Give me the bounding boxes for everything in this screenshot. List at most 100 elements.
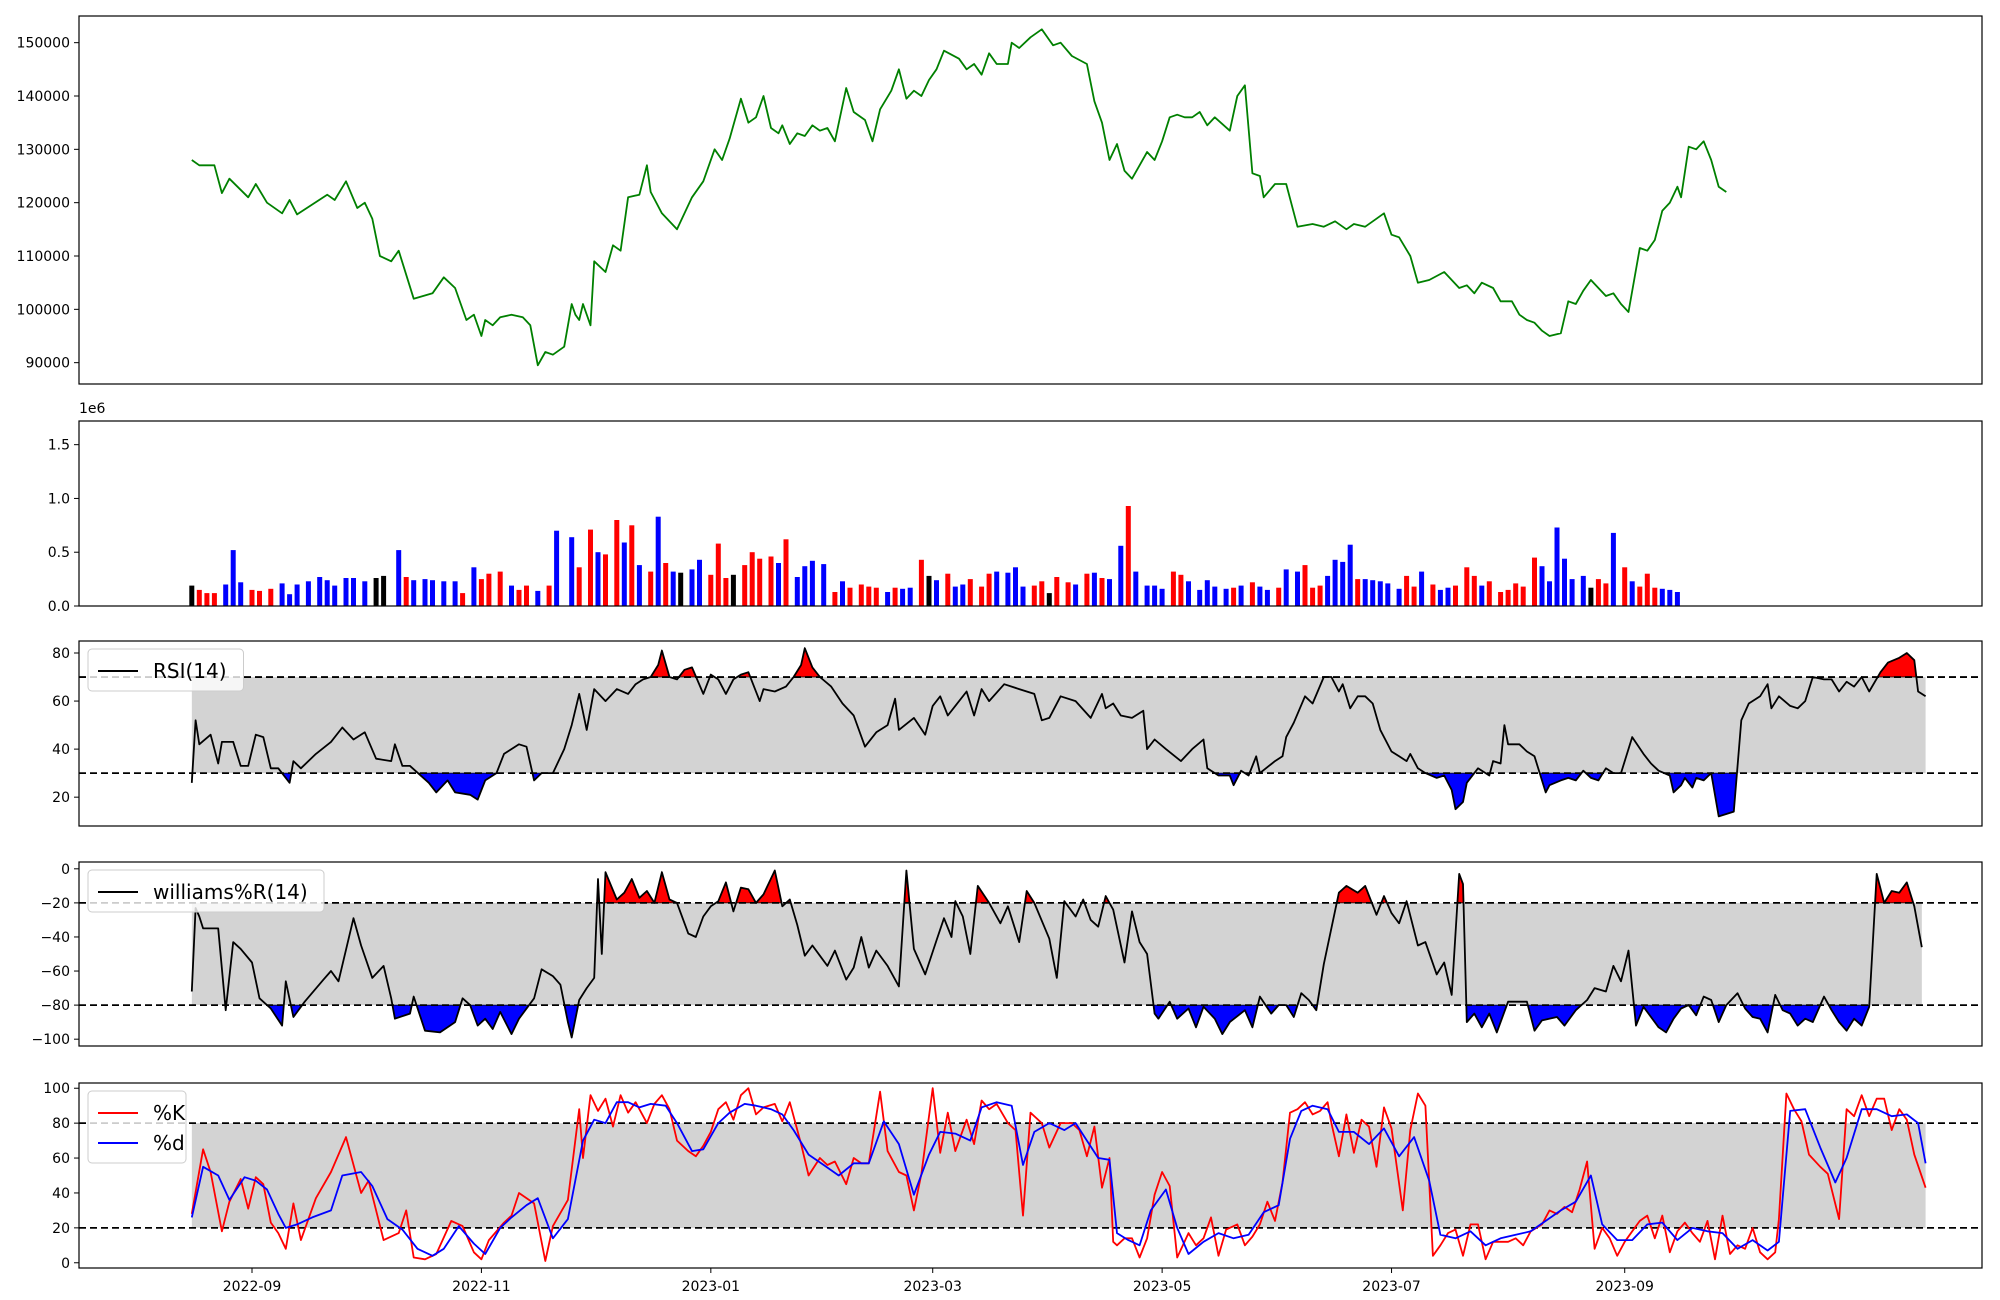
volume-bar [648,571,654,606]
williams-r-panel: 0 −20 −40 −60 −80 −100 williams%R(14) [32,861,1983,1048]
volume-bar [1013,567,1018,606]
volume-bar [1554,527,1560,606]
y-tick-label: 40 [52,1186,70,1202]
volume-bar [621,542,627,606]
volume-bar [629,525,635,606]
volume-bar [1340,561,1346,606]
volume-bar [1125,506,1131,606]
y-tick-label: 0.0 [48,599,70,615]
volume-bar [900,588,906,606]
volume-bar [1204,580,1210,606]
y-tick-label: −100 [32,1032,70,1048]
volume-bar [678,572,684,606]
volume-bar [1197,589,1203,606]
volume-bar [1295,571,1300,606]
x-tick-label: 2023-03 [903,1279,962,1295]
volume-bar [1170,571,1176,606]
volume-bar [1159,588,1165,606]
volume-bar [351,578,356,606]
y-tick-label: 60 [52,694,70,710]
volume-bar [821,564,827,606]
volume-bar [1532,557,1537,606]
volume-bar [1385,583,1391,606]
volume-bar [1020,586,1026,606]
legend-label: RSI(14) [153,659,227,683]
y-tick-label: 90000 [25,356,70,372]
volume-bar [1404,575,1410,606]
volume-bar [422,579,428,606]
volume-bar [1377,581,1383,606]
volume-bar [1144,585,1150,606]
volume-bar [840,581,845,606]
volume-bar [381,575,387,606]
volume-bar [343,578,349,606]
volume-bar [189,585,195,606]
volume-bar [1031,585,1037,606]
volume-bar [1223,588,1229,606]
volume-bar [708,574,714,606]
volume-bar [279,583,285,606]
volume-bar [1073,584,1079,606]
volume-bar [1464,567,1470,606]
volume-bar [776,563,781,606]
volume-bar [1644,573,1650,606]
volume-bar [1355,579,1361,606]
stochastic-panel: 0 20 40 60 80 100 2022-09 2022-11 2023-01 2023-03… [43,1081,1983,1295]
volume-bar [663,563,669,606]
y-tick-label: 140000 [17,89,70,105]
volume-bar [757,558,763,606]
volume-bar [1107,579,1112,606]
y-tick-label: −80 [40,998,70,1014]
volume-bar [1264,589,1270,606]
volume-bar [595,552,601,606]
y-tick-label: 40 [52,742,70,758]
volume-bar [576,567,582,606]
volume-bar [1310,587,1316,606]
volume-bar [1674,592,1680,606]
volume-bar [294,584,300,606]
volume-bar [768,556,774,606]
volume-bar [1479,585,1485,606]
volume-bar [1419,571,1425,606]
volume-bar [1652,587,1658,606]
threshold-band [191,677,1926,774]
axes-frame [78,1082,1983,1269]
volume-bar [305,581,311,606]
y-tick-label: 20 [52,1221,70,1237]
volume-bar [809,560,815,606]
y-tick-label: 150000 [17,36,70,52]
volume-bar [655,516,661,606]
volume-bar [1595,579,1601,606]
volume-bar [802,566,808,606]
volume-bar [945,573,951,606]
y-tick-label: 130000 [17,142,70,158]
y-tick-label: −20 [40,896,70,912]
volume-bar [1562,558,1567,606]
volume-bar [1065,582,1071,606]
volume-bar [1505,589,1511,606]
volume-bar [497,571,503,606]
volume-bar [373,578,379,606]
volume-bar [1231,587,1237,606]
y-tick-label: 0 [61,862,70,878]
volume-bar [196,589,202,606]
volume-bar [1520,586,1526,606]
volume-bar [471,567,477,606]
volume-panel: 0.0 0.5 1.0 1.5 1e6 [48,401,1983,615]
volume-bar [715,543,721,606]
volume-bar [1178,574,1184,606]
volume-bar [1362,579,1368,606]
price-panel: 90000 100000 110000 120000 130000 140000 15000… [17,15,1983,385]
volume-bar [1453,585,1458,606]
volume-bar [486,573,492,606]
volume-bar [1317,585,1323,606]
volume-bar [730,574,736,606]
volume-bar [1603,583,1609,606]
volume-bar [723,578,729,606]
volume-bar [1629,581,1635,606]
series-line [191,28,1727,367]
volume-bar [986,573,992,606]
y-tick-label: 120000 [17,196,70,212]
axes-frame [78,420,1983,607]
volume-bar [1005,572,1011,606]
